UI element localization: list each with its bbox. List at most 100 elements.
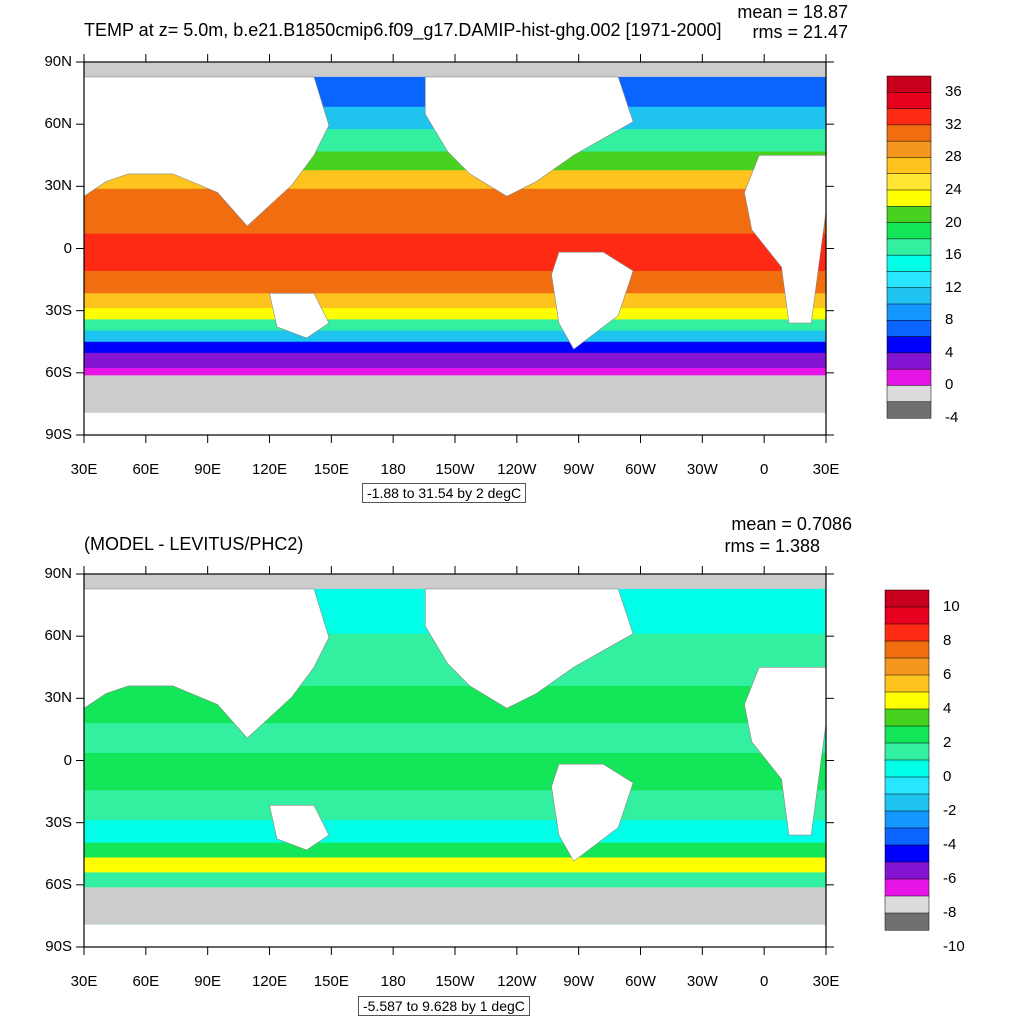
continent-3 bbox=[551, 763, 634, 862]
bottom-contour-range: -5.587 to 9.628 by 1 degC bbox=[358, 996, 530, 1016]
colorbar-swatch bbox=[886, 75, 932, 93]
colorbar-swatch bbox=[886, 254, 932, 272]
lon-tick-label: 120W bbox=[497, 973, 537, 990]
colorbar-swatch bbox=[886, 173, 932, 191]
lon-tick-label: 60W bbox=[625, 973, 656, 990]
colorbar-label: -8 bbox=[943, 904, 957, 921]
colorbar-label: 12 bbox=[945, 278, 962, 296]
colorbar-swatch bbox=[886, 287, 932, 305]
south-pole-blank bbox=[84, 924, 826, 947]
arctic-ice bbox=[84, 62, 826, 77]
ocean-band bbox=[84, 842, 826, 859]
colorbar-label: 28 bbox=[945, 148, 962, 166]
colorbar-swatch bbox=[886, 206, 932, 224]
ocean-band bbox=[84, 857, 826, 873]
colorbar-swatch bbox=[886, 108, 932, 126]
colorbar-swatch bbox=[884, 623, 930, 642]
colorbar-label: 6 bbox=[943, 666, 952, 683]
ocean-band bbox=[84, 188, 826, 235]
bottom-title: (MODEL - LEVITUS/PHC2) bbox=[84, 534, 304, 554]
colorbar-swatch bbox=[884, 708, 930, 727]
lon-tick-label: 0 bbox=[759, 973, 769, 990]
top-map-figure bbox=[76, 54, 932, 443]
colorbar-swatch bbox=[884, 742, 930, 761]
top-rms: rms = 21.47 bbox=[752, 22, 848, 42]
colorbar-swatch bbox=[884, 606, 930, 625]
ocean-band bbox=[84, 352, 826, 369]
colorbar-swatch bbox=[886, 124, 932, 142]
colorbar-label: -4 bbox=[945, 409, 959, 426]
lon-tick-label: 60E bbox=[132, 973, 160, 990]
colorbar-swatch bbox=[884, 725, 930, 744]
colorbar-label: 8 bbox=[945, 311, 954, 329]
ocean-band bbox=[84, 341, 826, 354]
continent-1 bbox=[269, 804, 330, 851]
colorbar-label: 10 bbox=[943, 598, 960, 615]
colorbar-label: 4 bbox=[945, 343, 954, 361]
continent-2 bbox=[424, 588, 634, 709]
ocean-band bbox=[84, 293, 826, 309]
colorbar-swatch bbox=[884, 640, 930, 659]
ocean-band bbox=[84, 820, 826, 844]
colorbar-label: 20 bbox=[945, 213, 962, 231]
colorbar-label: 0 bbox=[943, 768, 952, 785]
lon-tick-label: 120W bbox=[497, 461, 537, 478]
colorbar-swatch bbox=[884, 691, 930, 710]
lat-tick-label: 30N bbox=[44, 689, 72, 707]
colorbar-swatch bbox=[884, 674, 930, 693]
lat-tick-label: 60S bbox=[45, 875, 72, 893]
top-mean: mean = 18.87 bbox=[737, 2, 848, 22]
ocean-band bbox=[84, 270, 826, 294]
lon-tick-label: 90E bbox=[194, 461, 221, 478]
colorbar-swatch bbox=[886, 238, 932, 256]
lon-tick-label: 120E bbox=[251, 461, 288, 478]
colorbar-swatch bbox=[886, 222, 932, 240]
lon-tick-label: 90E bbox=[194, 973, 221, 990]
bottom-map-panel: (MODEL - LEVITUS/PHC2) mean = 0.7086 rms… bbox=[0, 512, 1024, 1024]
bottom-rms: rms = 1.388 bbox=[724, 536, 820, 556]
lon-tick-label: 90W bbox=[563, 461, 595, 478]
colorbar-swatch bbox=[884, 776, 930, 795]
colorbar-swatch bbox=[886, 368, 932, 386]
colorbar-swatch bbox=[886, 336, 932, 354]
top-axis-ticks bbox=[76, 54, 834, 443]
lon-tick-label: 180 bbox=[380, 973, 406, 990]
ocean-band bbox=[84, 790, 826, 821]
colorbar-swatch bbox=[884, 861, 930, 880]
lat-tick-label: 60N bbox=[44, 115, 72, 133]
colorbar-label: 0 bbox=[945, 376, 954, 394]
colorbar-swatch bbox=[886, 140, 932, 158]
continent-2 bbox=[424, 76, 634, 197]
south-pole-blank bbox=[84, 412, 826, 435]
lat-tick-label: 30S bbox=[45, 301, 72, 319]
lat-tick-label: 90N bbox=[44, 565, 72, 582]
lat-tick-label: 90S bbox=[45, 426, 72, 443]
colorbar-label: -6 bbox=[943, 870, 957, 887]
bottom-axis-ticks bbox=[76, 566, 834, 955]
colorbar-label: -4 bbox=[943, 836, 957, 853]
top-map-panel: TEMP at z= 5.0m, b.e21.B1850cmip6.f09_g1… bbox=[44, 2, 962, 503]
lon-tick-label: 150E bbox=[313, 461, 349, 478]
lon-tick-label: 0 bbox=[759, 461, 769, 478]
lon-tick-label: 150E bbox=[313, 973, 349, 990]
antarctica bbox=[84, 887, 826, 925]
arctic-ice bbox=[84, 574, 826, 589]
bottom-map-figure bbox=[76, 566, 930, 955]
antarctica bbox=[84, 375, 826, 413]
lon-tick-label: 120E bbox=[251, 973, 288, 990]
colorbar-label: 32 bbox=[945, 115, 962, 133]
lon-tick-label: 30E bbox=[70, 973, 98, 990]
colorbar-swatch bbox=[886, 303, 932, 321]
top-temperature-map bbox=[83, 61, 827, 436]
top-colorbar bbox=[886, 75, 932, 419]
colorbar-swatch bbox=[886, 271, 932, 289]
colorbar-label: 2 bbox=[943, 734, 952, 751]
lon-tick-label: 30W bbox=[686, 973, 718, 990]
colorbar-label: -2 bbox=[943, 802, 957, 819]
lat-tick-label: 30S bbox=[45, 813, 72, 831]
colorbar-swatch bbox=[884, 878, 930, 897]
colorbar-swatch bbox=[886, 157, 932, 175]
colorbar-swatch bbox=[884, 844, 930, 863]
lat-tick-label: 60S bbox=[45, 363, 72, 381]
ocean-band bbox=[84, 233, 826, 272]
